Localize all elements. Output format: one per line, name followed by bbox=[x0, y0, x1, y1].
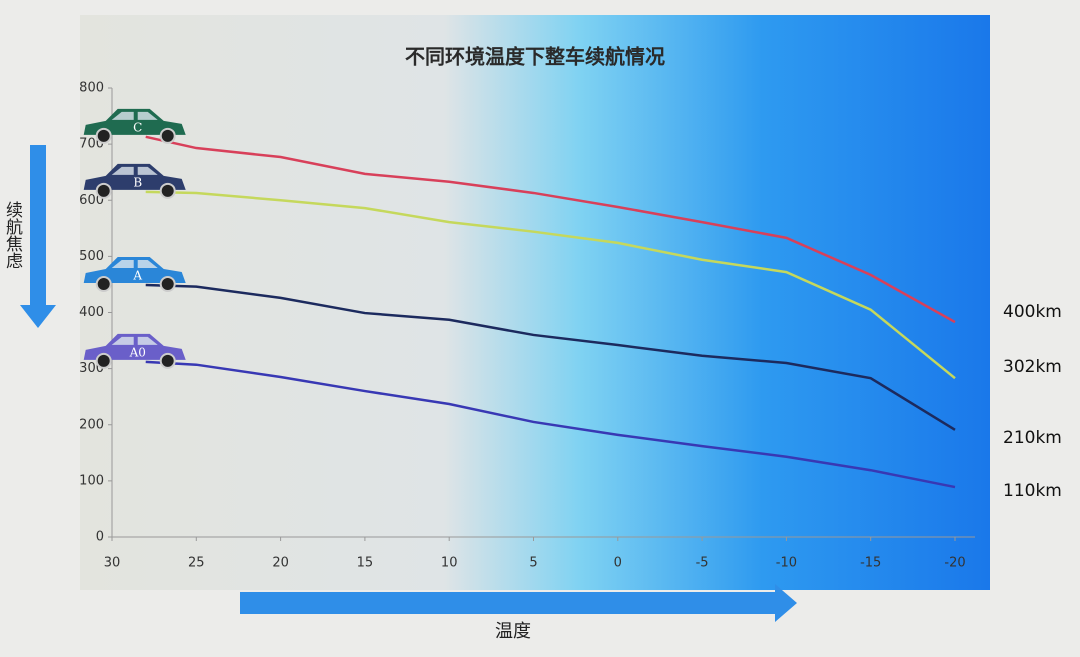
end-label: 302km bbox=[1003, 357, 1062, 377]
y-tick-label: 600 bbox=[79, 193, 104, 208]
x-tick-label: 25 bbox=[188, 556, 205, 571]
y-tick-label: 100 bbox=[79, 473, 104, 488]
car-window bbox=[111, 336, 158, 345]
series-line bbox=[145, 360, 956, 489]
series-line bbox=[145, 283, 956, 431]
x-tick-label: 0 bbox=[614, 556, 622, 571]
end-label: 210km bbox=[1003, 428, 1062, 448]
x-arrow bbox=[240, 584, 797, 622]
legend-label: B bbox=[133, 175, 142, 189]
car-window bbox=[111, 166, 158, 175]
car-wheel bbox=[159, 127, 176, 144]
car-wheel bbox=[95, 127, 112, 144]
end-label: 400km bbox=[1003, 302, 1062, 322]
x-tick-label: -10 bbox=[776, 556, 797, 571]
y-tick-label: 400 bbox=[79, 305, 104, 320]
x-tick-label: 30 bbox=[104, 556, 121, 571]
legend-label: A bbox=[132, 268, 142, 282]
car-window bbox=[111, 259, 158, 268]
car-body bbox=[83, 256, 186, 283]
plot-background bbox=[80, 15, 990, 590]
legend-label: C bbox=[133, 120, 142, 134]
x-tick-label: 20 bbox=[272, 556, 289, 571]
car-wheel bbox=[95, 352, 112, 369]
series-line bbox=[145, 190, 956, 380]
x-tick-label: -20 bbox=[944, 556, 965, 571]
car-icon: C bbox=[83, 108, 186, 144]
x-tick-label: 10 bbox=[441, 556, 458, 571]
y-tick-label: 500 bbox=[79, 249, 104, 264]
car-wheel bbox=[159, 352, 176, 369]
x-tick-label: 15 bbox=[357, 556, 374, 571]
legend-label: A0 bbox=[129, 345, 146, 359]
series-line bbox=[145, 135, 956, 324]
car-body bbox=[83, 333, 186, 360]
car-icon: A0 bbox=[83, 333, 186, 369]
car-body bbox=[83, 108, 186, 135]
y-arrow bbox=[20, 145, 56, 328]
car-icon: B bbox=[83, 163, 186, 199]
x-tick-label: -15 bbox=[860, 556, 881, 571]
car-icon: A bbox=[83, 256, 186, 292]
chart-title: 不同环境温度下整车续航情况 bbox=[405, 45, 665, 69]
x-tick-label: -5 bbox=[696, 556, 709, 571]
y-tick-label: 800 bbox=[79, 81, 104, 96]
car-wheel bbox=[95, 182, 112, 199]
x-axis-label: 温度 bbox=[495, 621, 531, 642]
y-tick-label: 0 bbox=[96, 530, 104, 545]
end-label: 110km bbox=[1003, 481, 1062, 501]
y-axis-label: 续航焦虑 bbox=[2, 201, 23, 269]
y-tick-label: 200 bbox=[79, 417, 104, 432]
x-tick-label: 5 bbox=[529, 556, 537, 571]
car-body bbox=[83, 163, 186, 190]
car-wheel bbox=[159, 182, 176, 199]
car-window bbox=[111, 111, 158, 120]
car-wheel bbox=[159, 275, 176, 292]
car-wheel bbox=[95, 275, 112, 292]
